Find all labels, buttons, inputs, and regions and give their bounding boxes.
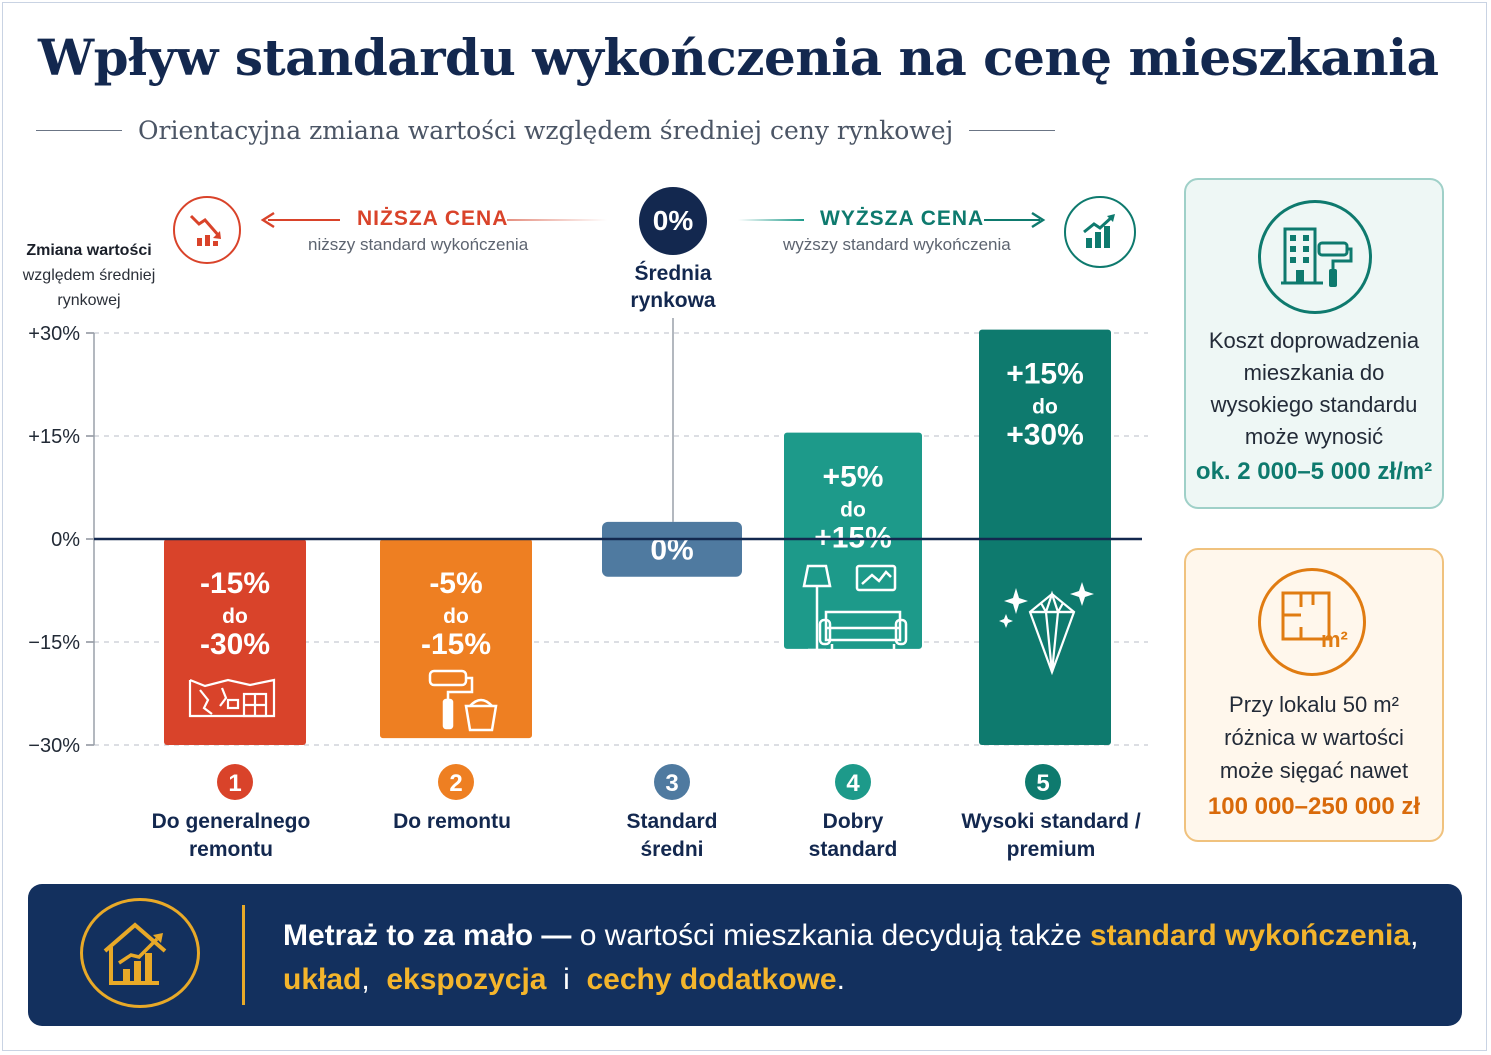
- banner-end: .: [836, 963, 845, 996]
- building-paint-roller-icon: [1258, 200, 1372, 314]
- bar-label-bottom: -15%: [421, 628, 491, 661]
- bar-3: [602, 521, 742, 577]
- category-label-line2: premium: [1007, 838, 1096, 861]
- cost-line2: mieszkania do: [1243, 360, 1385, 385]
- cost-line4: może wynosić: [1244, 424, 1384, 449]
- category-number-badge: [654, 764, 690, 800]
- subtitle-row: Orientacyjna zmiana wartości względem śr…: [36, 116, 1056, 145]
- higher-fade-line: [738, 219, 804, 221]
- price-down-icon: [173, 196, 241, 264]
- bar-label-mid: do: [222, 605, 248, 628]
- bar-label-top: +15%: [1006, 358, 1084, 391]
- difference-line2: różnica w wartości: [1224, 725, 1404, 750]
- banner-sep3: i: [546, 963, 587, 996]
- bar-chart: +30%+15%0%−15%−30%-15%do-30%1Do generaln…: [28, 318, 1148, 861]
- bar-5: [979, 329, 1111, 745]
- category-label-line1: Standard: [626, 810, 717, 833]
- bar-label-mid: do: [840, 499, 866, 522]
- y-tick-label: −30%: [28, 735, 80, 757]
- banner-bold-start: Metraż to za mało —: [283, 919, 572, 952]
- bar-label-top: -5%: [429, 567, 482, 600]
- y-tick-label: −15%: [28, 632, 80, 654]
- y-axis-caption: Zmiana wartości względem średniej rynkow…: [14, 238, 164, 313]
- difference-line1: Przy lokalu 50 m²: [1229, 692, 1399, 717]
- paint-roller-bucket-icon: [428, 669, 498, 732]
- subtitle-rule-left: [36, 130, 122, 131]
- page-subtitle: Orientacyjna zmiana wartości względem śr…: [138, 116, 954, 145]
- diamond-icon: [999, 582, 1094, 676]
- higher-arrow-head-icon: [1031, 211, 1046, 229]
- category-number: 3: [665, 770, 678, 797]
- average-market-label: Średnia rynkowa: [610, 260, 736, 314]
- bar-label-top: +5%: [823, 461, 884, 494]
- higher-price-title: WYŻSZA CENA: [820, 207, 985, 230]
- lower-arrow-head-icon: [260, 211, 275, 229]
- y-tick-label: 0%: [51, 529, 80, 551]
- difference-card: m² Przy lokalu 50 m² różnica w wartości …: [1184, 548, 1444, 842]
- bar-label-bottom: -30%: [200, 628, 270, 661]
- floor-plan-m2-text: m²: [1321, 627, 1348, 652]
- category-number: 1: [228, 770, 241, 797]
- bar-label-bottom: +30%: [1006, 419, 1084, 452]
- category-label-line1: Dobry: [823, 810, 884, 833]
- average-label-line1: Średnia: [634, 262, 712, 285]
- bar-label-top: -15%: [200, 567, 270, 600]
- y-axis-caption-line3: rynkowej: [57, 292, 121, 309]
- cost-line1: Koszt doprowadzenia: [1208, 328, 1420, 353]
- category-number-badge: [1025, 764, 1061, 800]
- category-number-badge: [217, 764, 253, 800]
- banner-highlight-layout: układ: [283, 963, 362, 996]
- cost-line3: wysokiego standardu: [1210, 392, 1418, 417]
- page-title: Wpływ standardu wykończenia na cenę mies…: [38, 28, 1439, 87]
- floor-plan-m2-icon: m²: [1258, 568, 1366, 676]
- banner-normal1: o wartości mieszkania decydują także: [571, 919, 1090, 952]
- lower-price-sub: niższy standard wykończenia: [308, 235, 529, 254]
- bar-1: [164, 539, 306, 745]
- y-tick-label: +15%: [28, 426, 80, 448]
- category-label-line2: standard: [809, 838, 898, 861]
- average-zero-badge: 0%: [639, 187, 707, 255]
- category-label-line1: Wysoki standard /: [961, 810, 1140, 833]
- subtitle-rule-right: [969, 130, 1056, 131]
- banner-sep1: ,: [1410, 919, 1419, 952]
- banner-divider: [242, 905, 245, 1005]
- y-axis-caption-line1: Zmiana wartości: [26, 242, 152, 259]
- category-number-badge: [438, 764, 474, 800]
- difference-highlight: 100 000–250 000 zł: [1207, 793, 1421, 820]
- category-number: 2: [449, 770, 462, 797]
- higher-price-sub: wyższy standard wykończenia: [783, 235, 1011, 254]
- category-label-line2: remontu: [189, 838, 273, 861]
- category-label-line1: Do generalnego: [152, 810, 311, 833]
- y-tick-label: +30%: [28, 323, 80, 345]
- lower-price-title: NIŻSZA CENA: [357, 207, 509, 230]
- cracked-wall-icon: [188, 678, 276, 718]
- bar-label-mid: do: [443, 605, 469, 628]
- banner-highlight-standard: standard wykończenia: [1089, 919, 1411, 952]
- category-number: 5: [1036, 770, 1049, 797]
- sofa-lamp-picture-icon: [802, 564, 908, 652]
- banner-highlight-exposure: ekspozycja: [386, 963, 547, 996]
- category-number-badge: [835, 764, 871, 800]
- cost-highlight: ok. 2 000–5 000 zł/m²: [1195, 458, 1433, 485]
- category-label-line2: średni: [640, 838, 703, 861]
- category-number: 4: [846, 770, 860, 797]
- difference-line3: może sięgać nawet: [1219, 758, 1409, 783]
- banner-sep2: ,: [361, 963, 387, 996]
- bar-2: [380, 539, 532, 739]
- y-axis-caption-line2: względem średniej: [22, 267, 156, 284]
- higher-arrow-line: [984, 219, 1040, 221]
- lower-fade-line: [507, 219, 607, 221]
- cost-card: Koszt doprowadzenia mieszkania do wysoki…: [1184, 178, 1444, 509]
- summary-banner: [28, 884, 1462, 1026]
- bar-label-mid: do: [1032, 396, 1058, 419]
- category-label-line1: Do remontu: [393, 810, 511, 833]
- bar-4: [784, 432, 922, 649]
- banner-text: Metraż to za mało — o wartości mieszkani…: [283, 914, 1453, 1002]
- price-up-icon: [1064, 196, 1136, 268]
- average-label-line2: rynkowa: [630, 289, 716, 312]
- lower-arrow-line: [268, 219, 340, 221]
- banner-highlight-features: cechy dodatkowe: [586, 963, 837, 996]
- house-growth-chart-icon: [80, 898, 200, 1008]
